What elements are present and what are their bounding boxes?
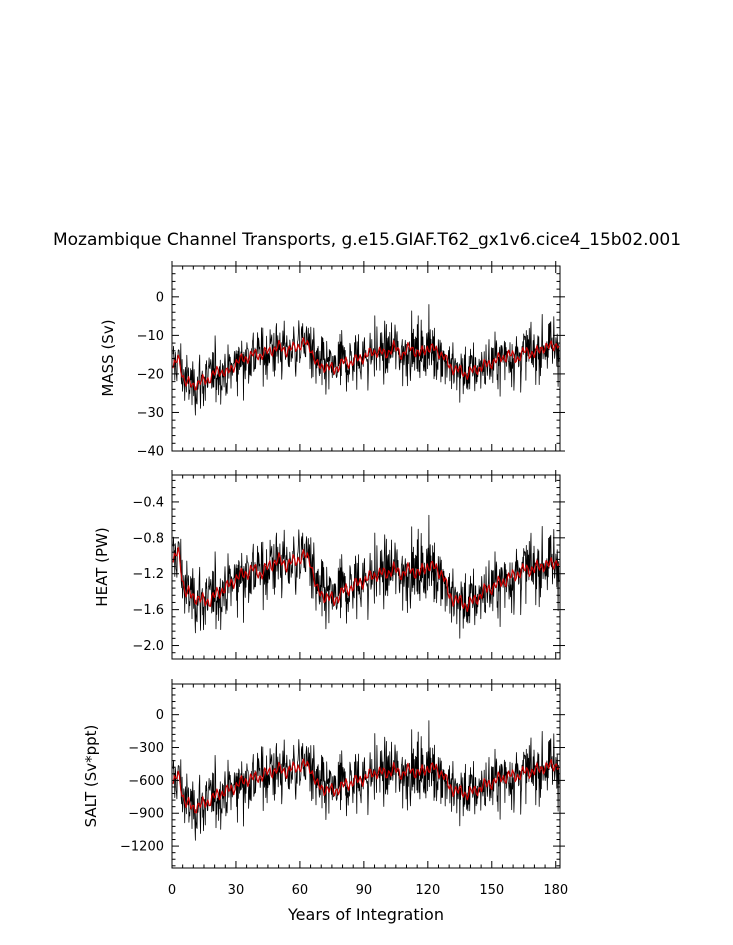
panel-salt-frame	[171, 683, 561, 869]
panel-mass-y-tick-label: −30	[137, 406, 164, 421]
x-tick-label: 120	[415, 883, 440, 898]
chart-title: Mozambique Channel Transports, g.e15.GIA…	[53, 230, 681, 250]
panel-mass-y-tick-label: −10	[137, 329, 164, 344]
panel-heat-y-tick-label: −0.8	[132, 531, 164, 546]
panel-heat-frame	[171, 474, 561, 660]
x-tick-label: 150	[479, 883, 504, 898]
panel-salt-y-tick-label: −600	[128, 774, 164, 789]
panel-salt-y-tick-label: −300	[128, 741, 164, 756]
x-tick-label: 180	[543, 883, 568, 898]
panel-heat-y-ticks: −0.4 −0.8 −1.2 −1.6 −2.0	[132, 479, 565, 654]
panel-salt-x-ticks	[171, 679, 557, 868]
panel-mass: 0 −10 −20 −30 −40 MASS (Sv)	[99, 261, 565, 460]
panel-mass-y-tick-label: −40	[137, 445, 164, 460]
panel-heat-y-tick-label: −2.0	[132, 639, 164, 654]
panel-mass-y-tick-label: −20	[137, 367, 164, 382]
panel-heat: −0.4 −0.8 −1.2 −1.6 −2.0 HEAT (PW)	[93, 470, 565, 660]
panel-mass-y-ticks: 0 −10 −20 −30 −40	[137, 265, 565, 460]
x-tick-labels: 0 30 60 90 120 150 180	[168, 883, 568, 898]
panel-heat-y-tick-label: −1.6	[132, 603, 164, 618]
panel-heat-y-tick-label: −0.4	[132, 495, 164, 510]
x-tick-label: 90	[356, 883, 373, 898]
panel-salt-y-tick-label: −1200	[120, 840, 164, 855]
x-axis-label: Years of Integration	[287, 905, 444, 924]
panel-salt-y-tick-label: 0	[156, 708, 164, 723]
panel-salt-smoothed-series	[172, 758, 560, 814]
panel-heat-smoothed-series	[172, 546, 560, 613]
x-tick-label: 60	[292, 883, 309, 898]
panel-mass-y-tick-label: 0	[156, 290, 164, 305]
panel-mass-x-ticks	[171, 261, 557, 451]
panel-mass-ylabel: MASS (Sv)	[99, 319, 117, 396]
panel-mass-smoothed-line	[172, 337, 560, 391]
panel-salt-y-tick-label: −900	[128, 807, 164, 822]
panel-heat-ylabel: HEAT (PW)	[93, 527, 111, 606]
panel-salt-y-ticks: 0 −300 −600 −900 −1200	[120, 687, 565, 867]
panel-heat-x-ticks	[171, 470, 557, 659]
x-tick-label: 0	[168, 883, 176, 898]
x-tick-label: 30	[228, 883, 245, 898]
panel-mass-smoothed-series	[172, 337, 560, 391]
panel-salt-ylabel: SALT (Sv*ppt)	[82, 725, 100, 828]
panel-salt: 0 −300 −600 −900 −1200 SALT (Sv*ppt)	[82, 679, 565, 869]
panel-salt-smoothed-line	[172, 758, 560, 814]
panel-heat-smoothed-line	[172, 546, 560, 613]
panel-heat-y-tick-label: −1.2	[132, 567, 164, 582]
